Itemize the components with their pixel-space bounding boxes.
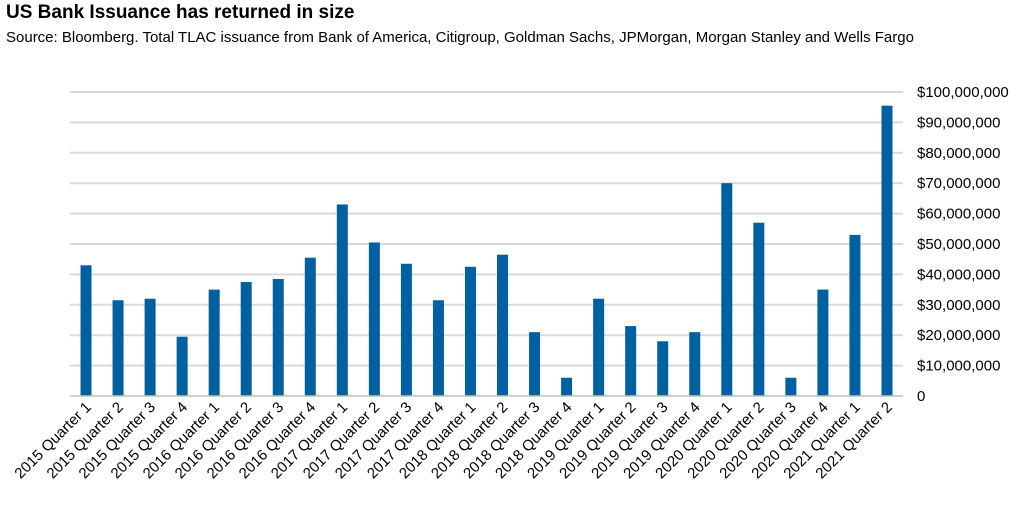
bar [112, 300, 124, 396]
y-tick-label: $20,000,000 [917, 327, 1000, 344]
bar [753, 222, 765, 396]
bar [464, 266, 476, 396]
bar [432, 300, 444, 396]
y-tick-label: $50,000,000 [917, 236, 1000, 253]
bar [272, 278, 284, 396]
bar [240, 282, 252, 396]
gridlines [70, 91, 903, 367]
bar [304, 257, 316, 396]
y-tick-label: $70,000,000 [917, 175, 1000, 192]
bar [497, 254, 509, 396]
bar [144, 298, 156, 396]
y-tick-label: $80,000,000 [917, 145, 1000, 162]
bar [721, 183, 733, 396]
bar [529, 332, 541, 396]
y-tick-label: $40,000,000 [917, 266, 1000, 283]
bar [208, 289, 220, 396]
bar [881, 105, 893, 397]
bars [80, 105, 893, 397]
y-tick-label: $10,000,000 [917, 358, 1000, 375]
y-tick-label: $30,000,000 [917, 297, 1000, 314]
bar [400, 263, 412, 396]
bar [625, 326, 637, 396]
bar [561, 377, 573, 396]
y-axis-tick-labels: 0 $10,000,000 $20,000,000 $30,000,000 $40,00… [917, 84, 1009, 405]
bar [593, 298, 605, 396]
chart-title: US Bank Issuance has returned in size [6, 2, 355, 23]
y-tick-label: 0 [917, 388, 925, 405]
y-tick-label: $60,000,000 [917, 206, 1000, 223]
bar [176, 336, 188, 396]
bar [849, 234, 861, 396]
bar [336, 204, 348, 396]
bar [80, 265, 92, 396]
bar [817, 289, 829, 396]
bar [368, 242, 380, 396]
bar [657, 341, 669, 396]
y-tick-label: $100,000,000 [917, 84, 1009, 101]
chart-subtitle: Source: Bloomberg. Total TLAC issuance f… [6, 29, 914, 46]
y-tick-label: $90,000,000 [917, 114, 1000, 131]
bar [785, 377, 797, 396]
bar [689, 332, 701, 396]
